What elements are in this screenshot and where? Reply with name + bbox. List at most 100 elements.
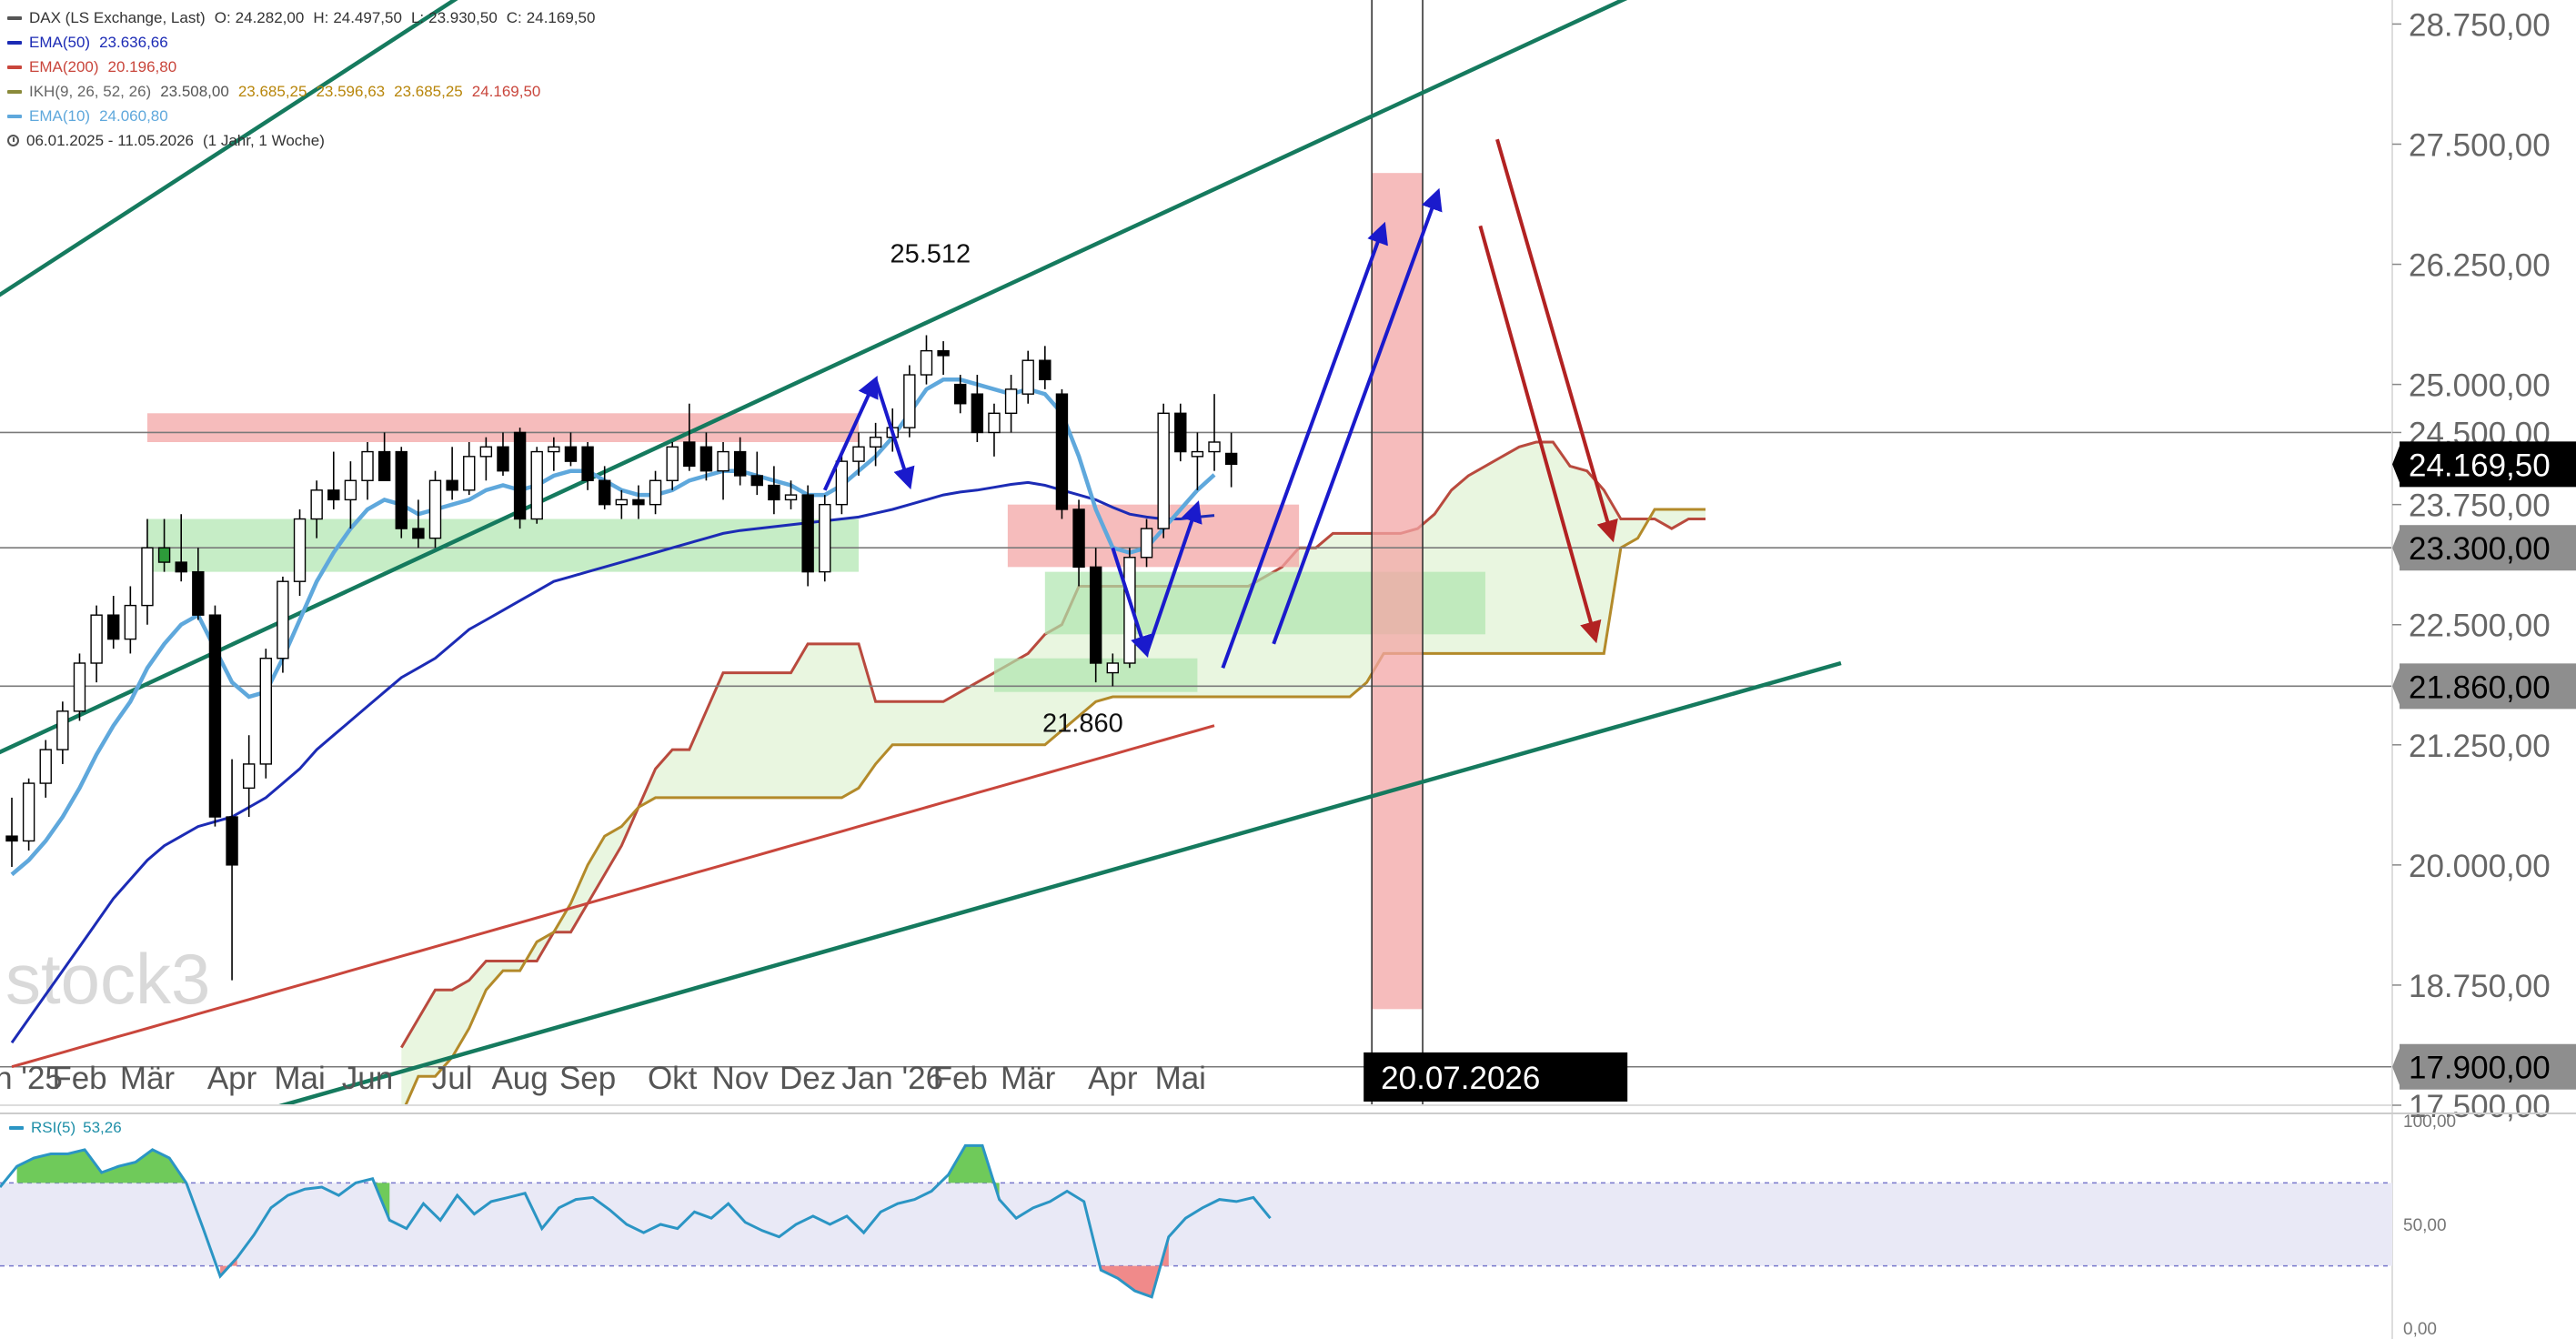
- horizontal-lines: [0, 431, 2392, 1068]
- candle: [801, 485, 814, 587]
- candle: [1174, 403, 1187, 462]
- price-label-bg-2: [2400, 663, 2576, 710]
- candle: [428, 470, 442, 549]
- candle-body: [1208, 441, 1221, 453]
- candle: [819, 495, 831, 582]
- candle-body: [124, 604, 137, 640]
- candle: [1039, 346, 1052, 389]
- candle: [548, 437, 560, 471]
- candle: [1157, 403, 1170, 539]
- candle: [1208, 394, 1221, 471]
- candle: [157, 518, 171, 572]
- candle-body: [1072, 508, 1085, 569]
- candle: [750, 451, 763, 496]
- candle: [1072, 499, 1085, 587]
- x-tick-label: Mär: [1001, 1061, 1056, 1096]
- x-tick-label: Mai: [274, 1061, 325, 1096]
- legend-ema200[interactable]: EMA(200) 20.196,80: [7, 55, 595, 79]
- legend-ema10[interactable]: EMA(10) 24.060,80: [7, 104, 595, 128]
- y-tick-label: 20.000,00: [2409, 849, 2551, 884]
- candle: [277, 576, 289, 673]
- candle-body: [428, 479, 442, 539]
- candle: [1055, 388, 1069, 519]
- candle: [395, 447, 408, 539]
- candle: [361, 442, 374, 500]
- price-label-bg-0: [2400, 441, 2576, 488]
- ema200-line: [11, 724, 1215, 1069]
- candle-body: [327, 489, 340, 501]
- candle: [5, 797, 18, 867]
- candle-body: [5, 835, 18, 842]
- candle-body: [615, 498, 629, 506]
- candle: [412, 499, 425, 549]
- candle-body: [801, 494, 814, 573]
- candle-body: [835, 460, 849, 506]
- candle: [683, 403, 696, 471]
- candle: [615, 489, 629, 519]
- arrow-blue-4: [1221, 221, 1388, 669]
- rsi-tick-label: 0,00: [2403, 1320, 2437, 1339]
- arrow-blue-1: [873, 378, 915, 490]
- candle-body: [377, 450, 391, 481]
- arrow-blue-2: [1111, 547, 1152, 659]
- candle: [259, 649, 272, 779]
- time-axis: Jan '25FebMärAprMaiJunJulAugSepOktNovDez…: [0, 1052, 2392, 1106]
- x-tick-label: Jun: [342, 1061, 393, 1096]
- date-marker-bg: [1363, 1052, 1628, 1102]
- candle-body: [920, 349, 933, 376]
- trendline-0: [0, 0, 458, 297]
- legend-ichimoku[interactable]: IKH(9, 26, 52, 26) 23.508,00 23.685,25 2…: [7, 79, 595, 104]
- candle-body: [954, 383, 967, 405]
- candle-body: [869, 437, 882, 448]
- candle-body: [446, 479, 458, 491]
- date-marker-label: 20.07.2026: [1381, 1061, 1540, 1096]
- candle-body: [784, 494, 798, 501]
- candle: [175, 514, 187, 582]
- rsi-tick-label: 100,00: [2403, 1112, 2456, 1132]
- candle-body: [361, 450, 374, 481]
- candle: [666, 442, 679, 490]
- candle-body: [1191, 450, 1204, 458]
- x-tick-label: Sep: [559, 1061, 616, 1096]
- candle-body: [412, 528, 425, 539]
- candle: [1106, 653, 1120, 687]
- candle: [564, 432, 578, 467]
- price-label-0: 24.169,50: [2409, 448, 2551, 483]
- legend: DAX (LS Exchange, Last) O: 24.282,00 H: 24…: [7, 5, 595, 153]
- arrow-red-7: [1478, 225, 1602, 644]
- price-label-1: 23.300,00: [2409, 531, 2551, 567]
- legend-ema50[interactable]: EMA(50) 23.636,66: [7, 30, 595, 55]
- ema200-swatch: [7, 65, 22, 69]
- forecast-arrows: [822, 138, 1618, 669]
- x-tick-label: Mär: [120, 1061, 176, 1096]
- candle: [22, 778, 35, 851]
- candle-body: [599, 479, 611, 506]
- candle-body: [632, 498, 645, 506]
- y-tick-label: 17.500,00: [2409, 1089, 2551, 1124]
- candle-body: [344, 479, 357, 501]
- candle: [327, 451, 340, 509]
- candle-body: [497, 446, 509, 472]
- candle-body: [852, 446, 865, 462]
- legend-period: 06.01.2025 - 11.05.2026 (1 Jahr, 1 Woche…: [7, 128, 595, 153]
- candle-body: [157, 547, 171, 563]
- candle: [344, 461, 357, 529]
- candle: [954, 375, 967, 414]
- zone-green-1: [146, 518, 859, 572]
- x-tick-label: Okt: [648, 1061, 698, 1096]
- candle: [124, 586, 137, 654]
- candle-body: [1089, 566, 1102, 664]
- price-annotations: 25.512 21.860: [890, 240, 1122, 739]
- candle-body: [242, 763, 256, 790]
- candle: [699, 432, 713, 481]
- rsi-legend[interactable]: RSI(5) 53,26: [9, 1119, 122, 1137]
- candle-body: [768, 484, 780, 501]
- candle: [1140, 518, 1153, 568]
- candle: [649, 470, 662, 515]
- candle-body: [1174, 412, 1187, 453]
- x-tick-label: Jan '25: [0, 1061, 63, 1096]
- candle-body: [259, 658, 272, 765]
- candle-body: [479, 446, 493, 458]
- ema10-swatch: [7, 114, 22, 118]
